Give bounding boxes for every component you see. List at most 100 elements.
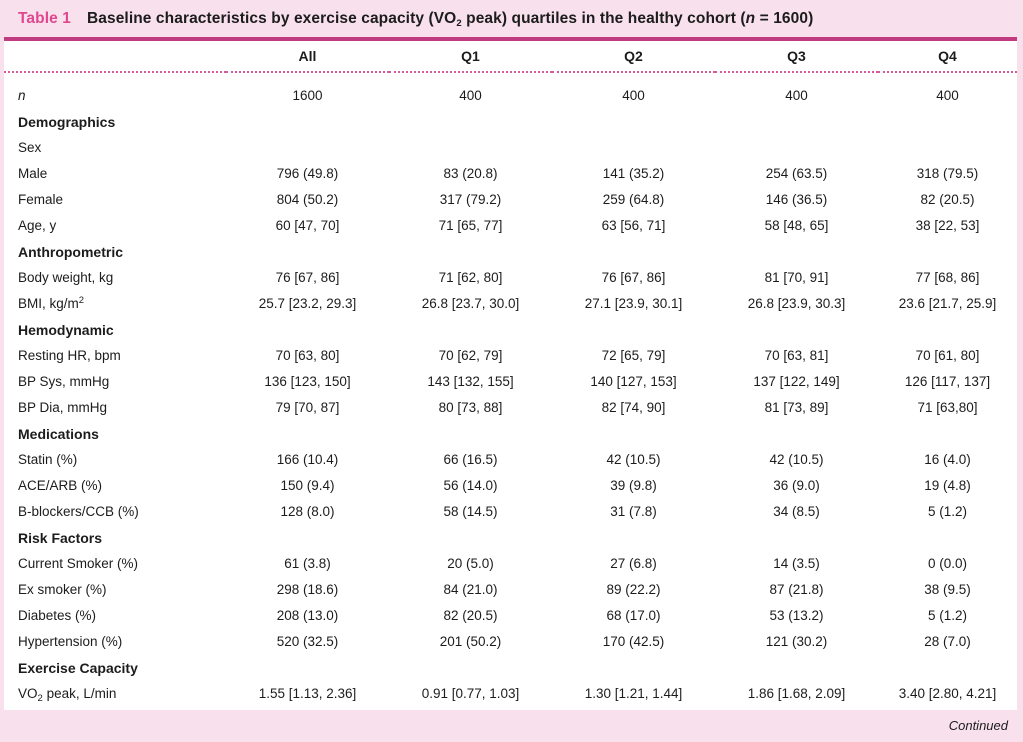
row-label: Hemodynamic	[18, 322, 114, 338]
column-header-q1: Q1	[389, 41, 552, 73]
cell-value: 26.8 [23.7, 30.0]	[421, 296, 520, 311]
cell-value: 83 (20.8)	[443, 166, 498, 181]
cell-value	[389, 317, 552, 343]
cell-value: 520 (32.5)	[276, 634, 339, 649]
cell-value: 20 (5.0)	[447, 556, 494, 571]
section-row: Risk Factors	[4, 525, 1017, 551]
cell-value	[226, 239, 389, 265]
row-label: Ex smoker (%)	[18, 582, 107, 597]
table-row: Current Smoker (%) 61 (3.8) 20 (5.0) 27 (6.…	[4, 551, 1017, 577]
row-label: Medications	[18, 426, 99, 442]
row-label: ACE/ARB (%)	[18, 478, 103, 493]
row-label: Resting HR, bpm	[18, 348, 121, 363]
cell-value: 14 (3.5)	[773, 556, 820, 571]
cell-value: 68 (17.0)	[606, 608, 661, 623]
cell-value	[389, 239, 552, 265]
table-row: Body weight, kg 76 [67, 86] 71 [62, 80] 76 …	[4, 265, 1017, 291]
cell-value: 3.40 [2.80, 4.21]	[898, 686, 997, 701]
cell-value	[878, 421, 1017, 447]
cell-value: 259 (64.8)	[602, 192, 665, 207]
row-label: B-blockers/CCB (%)	[18, 504, 139, 519]
cell-value: 60 [47, 70]	[275, 218, 340, 233]
row-label: Body weight, kg	[18, 270, 114, 285]
cell-value: 77 [68, 86]	[915, 270, 980, 285]
row-label: Anthropometric	[18, 244, 123, 260]
row-label: BP Dia, mmHg	[18, 400, 108, 415]
cell-value: 34 (8.5)	[773, 504, 820, 519]
table-row: Age, y 60 [47, 70] 71 [65, 77] 63 [56, 71] 5…	[4, 213, 1017, 239]
cell-value	[552, 655, 715, 681]
cell-value: 0.91 [0.77, 1.03]	[421, 686, 520, 701]
cell-value	[715, 109, 878, 135]
cell-value	[389, 525, 552, 551]
cell-value	[715, 421, 878, 447]
cell-value: 27 (6.8)	[610, 556, 657, 571]
cell-value: 201 (50.2)	[439, 634, 502, 649]
cell-value: 31 (7.8)	[610, 504, 657, 519]
cell-value: 804 (50.2)	[276, 192, 339, 207]
cell-value: 140 [127, 153]	[590, 374, 677, 389]
cell-value	[226, 317, 389, 343]
cell-value	[878, 525, 1017, 551]
cell-value: 137 [122, 149]	[753, 374, 840, 389]
cell-value: 143 [132, 155]	[427, 374, 514, 389]
cell-value: 0 (0.0)	[927, 556, 968, 571]
cell-value: 63 [56, 71]	[601, 218, 666, 233]
cell-value: 1.55 [1.13, 2.36]	[258, 686, 357, 701]
cell-value: 70 [62, 79]	[438, 348, 503, 363]
continued-note: Continued	[948, 718, 1008, 733]
cell-value: 70 [61, 80]	[915, 348, 980, 363]
cell-value	[552, 239, 715, 265]
baseline-characteristics-table: All Q1 Q2 Q3 Q4 n 1600 400 400 400 400 Demogra…	[4, 41, 1017, 707]
section-row: Demographics	[4, 109, 1017, 135]
cell-value: 16 (4.0)	[924, 452, 971, 467]
section-row: Hemodynamic	[4, 317, 1017, 343]
cell-value: 1.86 [1.68, 2.09]	[747, 686, 846, 701]
cell-value: 38 (9.5)	[924, 582, 971, 597]
cell-value: 1.30 [1.21, 1.44]	[584, 686, 683, 701]
column-header-q2: Q2	[552, 41, 715, 73]
column-header-q4: Q4	[878, 41, 1017, 73]
cell-value: 141 (35.2)	[602, 166, 665, 181]
cell-value: 5 (1.2)	[927, 504, 968, 519]
cell-value	[878, 655, 1017, 681]
cell-value: 70 [63, 80]	[275, 348, 340, 363]
cell-value: 126 [117, 137]	[904, 374, 991, 389]
cell-value: 56 (14.0)	[443, 478, 498, 493]
cell-value	[389, 655, 552, 681]
table-row: Female 804 (50.2) 317 (79.2) 259 (64.8) 146 …	[4, 187, 1017, 213]
cell-value: 80 [73, 88]	[438, 400, 503, 415]
cell-value: 128 (8.0)	[280, 504, 335, 519]
table-row: VO2 peak, L/min 1.55 [1.13, 2.36] 0.91 [0.…	[4, 681, 1017, 707]
cell-value	[226, 655, 389, 681]
cell-value: 58 (14.5)	[443, 504, 498, 519]
table-body: n 1600 400 400 400 400 Demographics Sex Male 796 …	[4, 72, 1017, 707]
cell-value: 42 (10.5)	[606, 452, 661, 467]
column-header-all: All	[226, 41, 389, 73]
cell-value	[226, 135, 389, 161]
cell-value	[715, 655, 878, 681]
row-label: Male	[18, 166, 48, 181]
table-panel: All Q1 Q2 Q3 Q4 n 1600 400 400 400 400 Demogra…	[4, 37, 1017, 710]
cell-value	[389, 421, 552, 447]
row-label: n	[18, 88, 26, 103]
row-label: VO2 peak, L/min	[18, 686, 117, 704]
section-row: Exercise Capacity	[4, 655, 1017, 681]
cell-value: 71 [63,80]	[917, 400, 978, 415]
row-label: BMI, kg/m2	[18, 295, 85, 311]
column-header-row: All Q1 Q2 Q3 Q4	[4, 41, 1017, 73]
cell-value: 166 (10.4)	[276, 452, 339, 467]
table-row: Male 796 (49.8) 83 (20.8) 141 (35.2) 254 (63…	[4, 161, 1017, 187]
section-row: Medications	[4, 421, 1017, 447]
cell-value: 28 (7.0)	[924, 634, 971, 649]
cell-value: 82 (20.5)	[443, 608, 498, 623]
cell-value: 317 (79.2)	[439, 192, 502, 207]
cell-value: 1600	[292, 88, 323, 103]
cell-value	[715, 239, 878, 265]
cell-value: 82 (20.5)	[920, 192, 975, 207]
table-row: ACE/ARB (%) 150 (9.4) 56 (14.0) 39 (9.8) 36 …	[4, 473, 1017, 499]
cell-value: 400	[622, 88, 645, 103]
table-row: n 1600 400 400 400 400	[4, 72, 1017, 109]
cell-value: 796 (49.8)	[276, 166, 339, 181]
